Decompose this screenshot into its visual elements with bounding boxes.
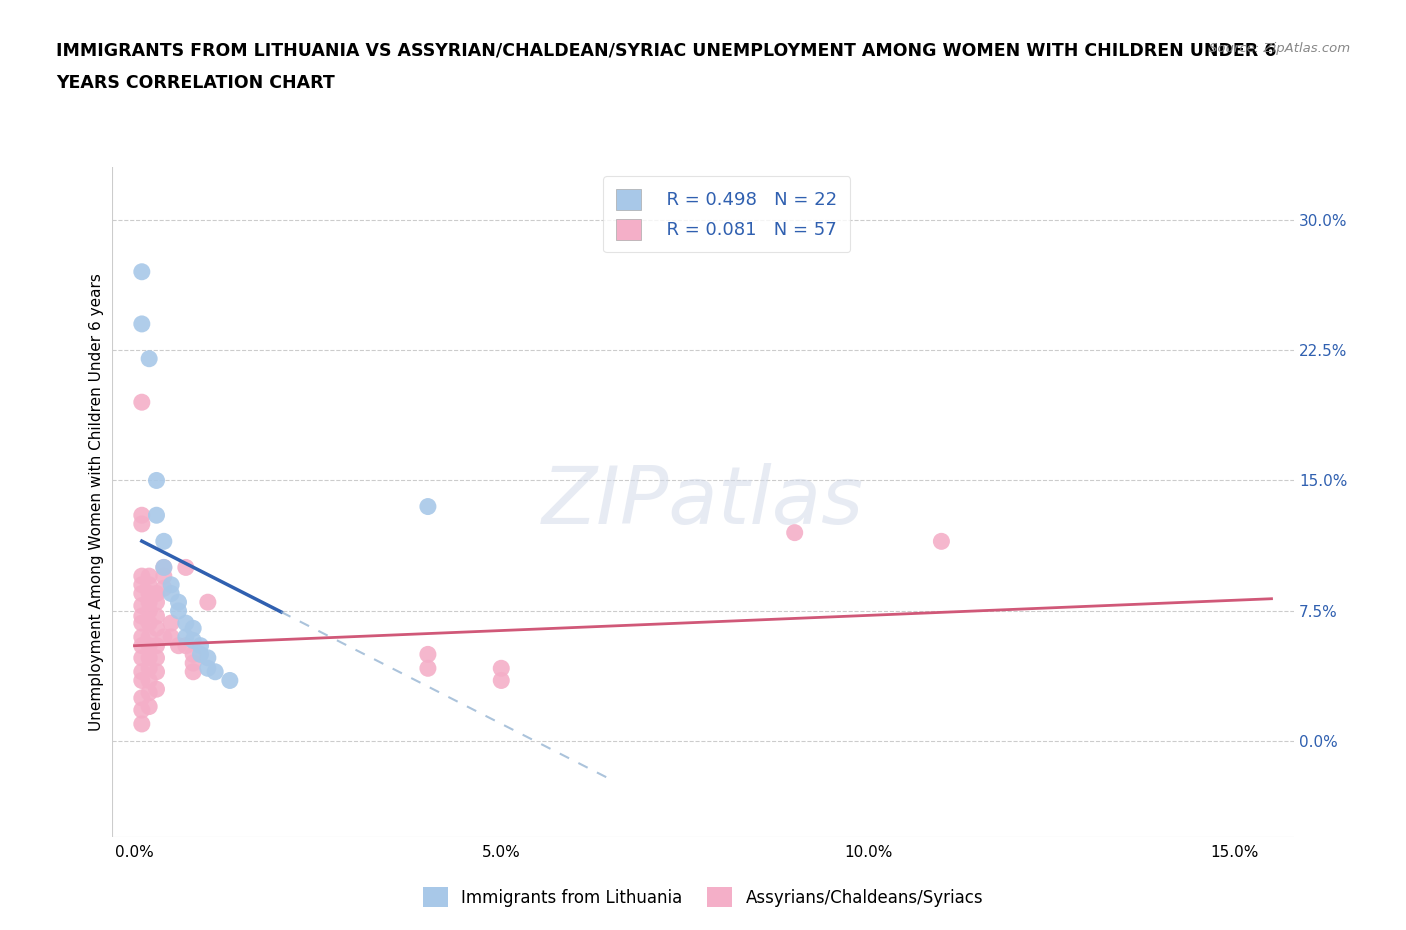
Point xyxy=(145,650,167,665)
Point xyxy=(131,598,153,613)
Point xyxy=(131,702,153,717)
Point xyxy=(167,638,190,653)
Point xyxy=(138,699,160,714)
Point xyxy=(197,650,219,665)
Point xyxy=(145,508,167,523)
Point xyxy=(181,647,204,662)
Point xyxy=(131,568,153,583)
Point xyxy=(131,664,153,679)
Point xyxy=(190,638,212,653)
Point xyxy=(131,578,153,592)
Y-axis label: Unemployment Among Women with Children Under 6 years: Unemployment Among Women with Children U… xyxy=(89,273,104,731)
Point xyxy=(131,508,153,523)
Point xyxy=(138,661,160,676)
Point xyxy=(181,656,204,671)
Point xyxy=(174,638,197,653)
Point xyxy=(145,621,167,636)
Point xyxy=(145,595,167,610)
Point xyxy=(204,664,226,679)
Point xyxy=(145,586,167,601)
Point xyxy=(783,525,806,540)
Point xyxy=(160,616,183,631)
Point xyxy=(138,595,160,610)
Point xyxy=(153,534,176,549)
Point xyxy=(131,650,153,665)
Point xyxy=(416,499,439,514)
Point xyxy=(131,394,153,409)
Point xyxy=(167,604,190,618)
Point xyxy=(131,638,153,653)
Point xyxy=(138,604,160,618)
Point xyxy=(167,595,190,610)
Text: IMMIGRANTS FROM LITHUANIA VS ASSYRIAN/CHALDEAN/SYRIAC UNEMPLOYMENT AMONG WOMEN W: IMMIGRANTS FROM LITHUANIA VS ASSYRIAN/CH… xyxy=(56,42,1277,60)
Point xyxy=(138,578,160,592)
Point xyxy=(153,560,176,575)
Text: Source: ZipAtlas.com: Source: ZipAtlas.com xyxy=(1209,42,1350,55)
Point xyxy=(145,664,167,679)
Point xyxy=(160,578,183,592)
Point xyxy=(190,647,212,662)
Point xyxy=(131,608,153,623)
Point xyxy=(138,616,160,631)
Point xyxy=(145,638,167,653)
Point xyxy=(138,586,160,601)
Point xyxy=(131,673,153,688)
Point xyxy=(131,630,153,644)
Point xyxy=(174,560,197,575)
Point xyxy=(131,264,153,279)
Point xyxy=(145,682,167,697)
Point xyxy=(181,664,204,679)
Point xyxy=(138,650,160,665)
Point xyxy=(160,630,183,644)
Point xyxy=(181,633,204,648)
Point xyxy=(145,608,167,623)
Point xyxy=(197,661,219,676)
Legend: Immigrants from Lithuania, Assyrians/Chaldeans/Syriacs: Immigrants from Lithuania, Assyrians/Cha… xyxy=(415,879,991,916)
Point xyxy=(131,716,153,731)
Point xyxy=(153,581,176,596)
Point xyxy=(138,630,160,644)
Point xyxy=(491,673,513,688)
Point xyxy=(138,638,160,653)
Point xyxy=(153,568,176,583)
Point xyxy=(138,673,160,688)
Point xyxy=(416,661,439,676)
Point xyxy=(174,630,197,644)
Point xyxy=(197,595,219,610)
Point xyxy=(931,534,953,549)
Point xyxy=(131,516,153,531)
Point xyxy=(131,616,153,631)
Point xyxy=(153,560,176,575)
Point xyxy=(416,647,439,662)
Point xyxy=(138,568,160,583)
Point xyxy=(160,586,183,601)
Point xyxy=(153,630,176,644)
Point xyxy=(174,616,197,631)
Point xyxy=(131,690,153,705)
Point xyxy=(491,661,513,676)
Point xyxy=(138,352,160,366)
Point xyxy=(131,586,153,601)
Text: ZIPatlas: ZIPatlas xyxy=(541,463,865,541)
Point xyxy=(145,473,167,488)
Point xyxy=(181,621,204,636)
Point xyxy=(138,685,160,700)
Point xyxy=(218,673,240,688)
Point xyxy=(131,316,153,331)
Text: YEARS CORRELATION CHART: YEARS CORRELATION CHART xyxy=(56,74,335,92)
